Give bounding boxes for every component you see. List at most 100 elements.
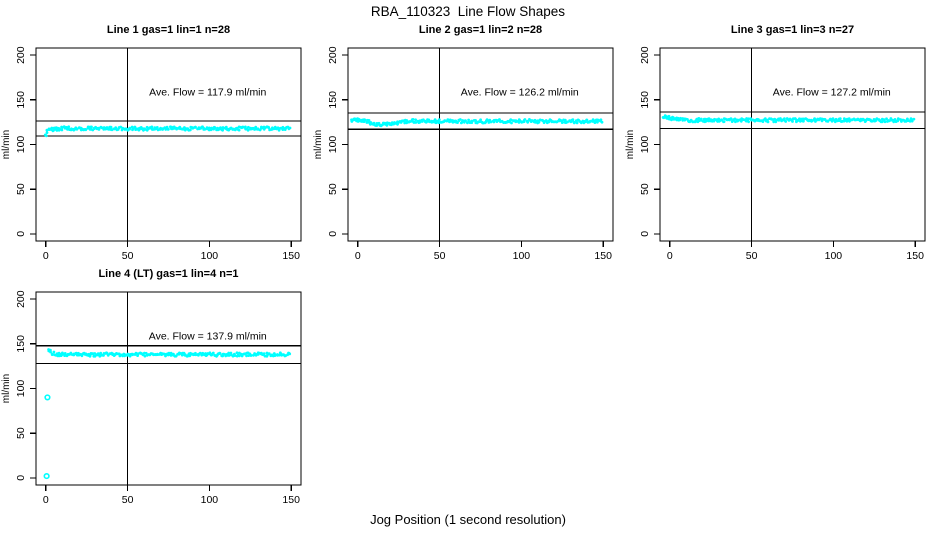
flow-point bbox=[414, 121, 418, 124]
y-axis-label: ml/min bbox=[1, 374, 12, 403]
x-tick-label: 100 bbox=[201, 494, 219, 506]
x-axis: 0 50 100 150 bbox=[43, 485, 300, 506]
flow-point bbox=[720, 118, 724, 122]
plot-box bbox=[347, 47, 614, 242]
flow-point bbox=[798, 119, 802, 123]
flow-point bbox=[281, 353, 285, 356]
flow-point bbox=[75, 127, 79, 131]
y-tick-label: 100 bbox=[327, 136, 339, 154]
flow-point bbox=[528, 118, 531, 121]
y-tick-label: 50 bbox=[15, 183, 27, 195]
flow-point bbox=[235, 351, 239, 355]
flow-point bbox=[875, 117, 878, 121]
flow-point bbox=[240, 354, 244, 358]
x-tick-label: 150 bbox=[282, 494, 300, 506]
flow-point bbox=[414, 118, 417, 122]
x-axis: 0 50 100 150 bbox=[43, 241, 300, 262]
flow-point bbox=[188, 128, 192, 132]
startup-outlier-point bbox=[44, 394, 51, 401]
flow-point bbox=[109, 125, 113, 129]
y-tick-label: 0 bbox=[639, 231, 651, 237]
flow-point bbox=[267, 126, 271, 129]
flow-point bbox=[245, 354, 248, 358]
flow-point bbox=[505, 120, 509, 124]
flow-point bbox=[49, 348, 52, 352]
y-tick-label: 50 bbox=[639, 183, 651, 195]
flow-point bbox=[838, 117, 842, 121]
x-tick-label: 150 bbox=[906, 250, 924, 262]
flow-point bbox=[90, 125, 93, 129]
flow-point bbox=[150, 125, 154, 129]
flow-point bbox=[288, 352, 292, 356]
flow-point bbox=[55, 129, 59, 132]
flow-point bbox=[143, 354, 147, 358]
flow-point bbox=[464, 119, 467, 122]
flow-point bbox=[747, 117, 750, 121]
subplot-line2-chart: Line 2 gas=1 lin=2 n=28 0 50 100 150 0 50 100 15… bbox=[313, 24, 614, 262]
flow-point bbox=[717, 117, 721, 121]
ave-flow-annotation: Ave. Flow = 127.2 ml/min bbox=[773, 86, 891, 98]
flow-point bbox=[87, 352, 90, 356]
ave-flow-annotation: Ave. Flow = 137.9 ml/min bbox=[149, 330, 267, 342]
flow-point bbox=[288, 126, 292, 130]
flow-point bbox=[563, 118, 567, 122]
flow-point bbox=[704, 119, 708, 123]
startup-outlier-point bbox=[43, 472, 50, 480]
y-axis: 0 50 100 150 200 bbox=[15, 46, 36, 237]
flow-point bbox=[530, 119, 534, 122]
flow-points-band bbox=[661, 114, 916, 124]
flow-point bbox=[896, 117, 900, 121]
subplot-line1-chart: Line 1 gas=1 lin=1 n=28 0 50 100 150 0 50 100 15… bbox=[1, 24, 302, 262]
x-tick-label: 0 bbox=[43, 494, 49, 506]
flow-point bbox=[425, 120, 429, 124]
flow-point bbox=[84, 128, 88, 132]
subplot-line4-chart: Line 4 (LT) gas=1 lin=4 n=1 0 50 100 150 0 50 1… bbox=[1, 268, 302, 506]
y-tick-label: 150 bbox=[15, 335, 27, 353]
flow-point bbox=[208, 351, 212, 355]
flow-point bbox=[194, 125, 197, 129]
flow-point bbox=[734, 120, 737, 124]
y-tick-label: 150 bbox=[15, 91, 27, 109]
flow-point bbox=[470, 119, 474, 123]
flow-point bbox=[481, 121, 485, 125]
flow-point bbox=[847, 117, 851, 120]
flow-point bbox=[566, 120, 569, 124]
flow-point bbox=[233, 354, 237, 357]
x-axis: 0 50 100 150 bbox=[355, 241, 612, 262]
flow-point bbox=[221, 128, 225, 132]
flow-point bbox=[256, 128, 260, 131]
flow-point bbox=[63, 352, 67, 355]
flow-point bbox=[813, 117, 816, 121]
flow-point bbox=[180, 353, 184, 357]
flow-point bbox=[97, 128, 101, 131]
flow-point bbox=[510, 121, 513, 125]
flow-point bbox=[45, 128, 49, 132]
subplot-title: Line 1 gas=1 lin=1 n=28 bbox=[107, 24, 230, 36]
flow-point bbox=[165, 125, 169, 129]
flow-point bbox=[885, 117, 888, 121]
flow-point bbox=[912, 117, 916, 121]
flow-point bbox=[907, 119, 911, 123]
y-tick-label: 200 bbox=[639, 46, 651, 64]
flow-point bbox=[197, 353, 200, 357]
flow-point bbox=[437, 119, 441, 123]
flow-point bbox=[593, 121, 597, 124]
flow-point bbox=[739, 119, 743, 123]
y-tick-label: 0 bbox=[327, 231, 339, 237]
flow-point bbox=[729, 117, 733, 120]
subplot-title: Line 2 gas=1 lin=2 n=28 bbox=[419, 24, 542, 36]
flow-point bbox=[284, 354, 287, 357]
flow-point bbox=[802, 119, 805, 123]
flow-point bbox=[69, 351, 73, 355]
flow-point bbox=[492, 120, 496, 124]
y-tick-label: 50 bbox=[15, 427, 27, 439]
flow-point bbox=[207, 126, 211, 130]
subplot-line3-chart: Line 3 gas=1 lin=3 n=27 0 50 100 150 0 50 100 15… bbox=[625, 24, 926, 262]
flow-point bbox=[58, 127, 61, 131]
ave-flow-annotation: Ave. Flow = 126.2 ml/min bbox=[461, 86, 579, 98]
flow-point bbox=[50, 126, 54, 130]
flow-point bbox=[131, 128, 134, 132]
y-tick-label: 200 bbox=[15, 290, 27, 308]
y-axis-label: ml/min bbox=[313, 130, 324, 159]
